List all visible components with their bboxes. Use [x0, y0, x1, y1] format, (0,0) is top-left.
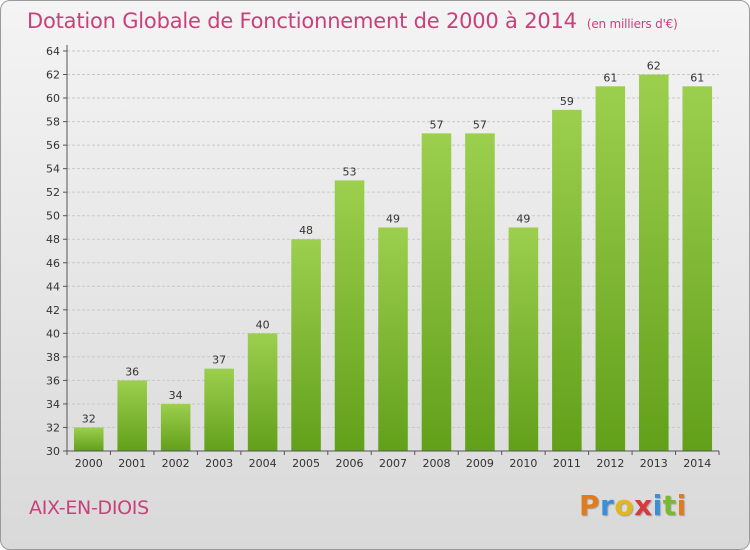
value-label-2013: 62 — [647, 60, 661, 73]
y-tick-label: 38 — [46, 351, 60, 364]
bar-2013 — [639, 74, 669, 451]
x-tick-label-2006: 2006 — [336, 457, 364, 470]
y-tick-label: 46 — [46, 257, 60, 270]
logo-letter: P — [579, 489, 601, 522]
bar-2014 — [682, 86, 713, 451]
value-label-2000: 32 — [82, 412, 96, 425]
value-label-2004: 40 — [256, 318, 270, 331]
bar-2004 — [247, 333, 278, 451]
bar-2008 — [421, 133, 452, 451]
bars — [73, 74, 713, 452]
bar-2007 — [378, 227, 408, 451]
bar-2003 — [204, 368, 234, 451]
y-tick-label: 62 — [46, 69, 60, 82]
y-tick-label: 40 — [46, 327, 60, 340]
x-tick-label-2014: 2014 — [683, 457, 711, 470]
value-label-2001: 36 — [125, 365, 139, 378]
x-tick-label-2008: 2008 — [422, 457, 450, 470]
value-label-2012: 61 — [603, 71, 617, 84]
value-label-2002: 34 — [169, 389, 183, 402]
logo-letter: r — [600, 489, 615, 522]
x-tick-label-2004: 2004 — [249, 457, 277, 470]
logo-letter: x — [634, 489, 653, 522]
value-label-2008: 57 — [429, 118, 443, 131]
x-tick-label-2007: 2007 — [379, 457, 407, 470]
y-tick-label: 42 — [46, 304, 60, 317]
value-label-2007: 49 — [386, 212, 400, 225]
y-tick-label: 60 — [46, 92, 60, 105]
x-tick-label-2001: 2001 — [118, 457, 146, 470]
x-tick-label-2009: 2009 — [466, 457, 494, 470]
y-tick-label: 56 — [46, 139, 60, 152]
logo-letter: i — [676, 489, 687, 522]
axes: 30 32 34 36 38 40 42 44 46 48 50 52 54 56 58 60 62 64 2000… — [46, 45, 720, 470]
value-label-2005: 48 — [299, 224, 313, 237]
y-tick-label: 50 — [46, 210, 60, 223]
y-tick-label: 54 — [46, 163, 60, 176]
bar-2010 — [508, 227, 539, 451]
bar-2012 — [595, 86, 626, 451]
y-tick-label: 58 — [46, 116, 60, 129]
chart-title-text: Dotation Globale de Fonctionnement de 20… — [27, 9, 577, 33]
chart-title: Dotation Globale de Fonctionnement de 20… — [27, 9, 678, 33]
value-label-2014: 61 — [690, 71, 704, 84]
y-tick-label: 48 — [46, 233, 60, 246]
bar-2005 — [291, 239, 321, 451]
x-tick-label-2011: 2011 — [553, 457, 581, 470]
y-tick-label: 32 — [46, 421, 60, 434]
y-tick-label: 64 — [46, 45, 60, 58]
value-label-2003: 37 — [212, 354, 226, 367]
bar-2000 — [73, 427, 104, 451]
bar-2006 — [334, 180, 365, 452]
value-label-2011: 59 — [560, 95, 574, 108]
x-tick-label-2003: 2003 — [205, 457, 233, 470]
proxiti-logo: Proxiti — [579, 489, 687, 522]
bar-2011 — [552, 109, 582, 451]
logo-letter: i — [652, 489, 663, 522]
value-label-2010: 49 — [516, 212, 530, 225]
logo-letter: o — [614, 489, 635, 522]
x-tick-label-2002: 2002 — [162, 457, 190, 470]
y-tick-label: 30 — [46, 445, 60, 458]
bar-2009 — [465, 133, 495, 451]
bar-2002 — [160, 403, 191, 451]
x-tick-label-2010: 2010 — [509, 457, 537, 470]
value-label-2009: 57 — [473, 118, 487, 131]
value-label-2006: 53 — [343, 165, 357, 178]
y-tick-label: 44 — [46, 280, 60, 293]
x-tick-label-2005: 2005 — [292, 457, 320, 470]
y-tick-label: 34 — [46, 398, 60, 411]
chart-subtitle: (en milliers d'€) — [586, 17, 678, 31]
x-tick-label-2013: 2013 — [640, 457, 668, 470]
y-tick-label: 52 — [46, 186, 60, 199]
x-tick-label-2000: 2000 — [75, 457, 103, 470]
logo-letter: t — [662, 489, 677, 522]
place-name: AIX-EN-DIOIS — [29, 497, 149, 519]
y-tick-label: 36 — [46, 374, 60, 387]
x-tick-label-2012: 2012 — [596, 457, 624, 470]
value-labels: 32 36 34 37 40 48 53 49 57 57 49 59 61 62 61 — [82, 60, 705, 426]
bar-2001 — [117, 380, 147, 451]
